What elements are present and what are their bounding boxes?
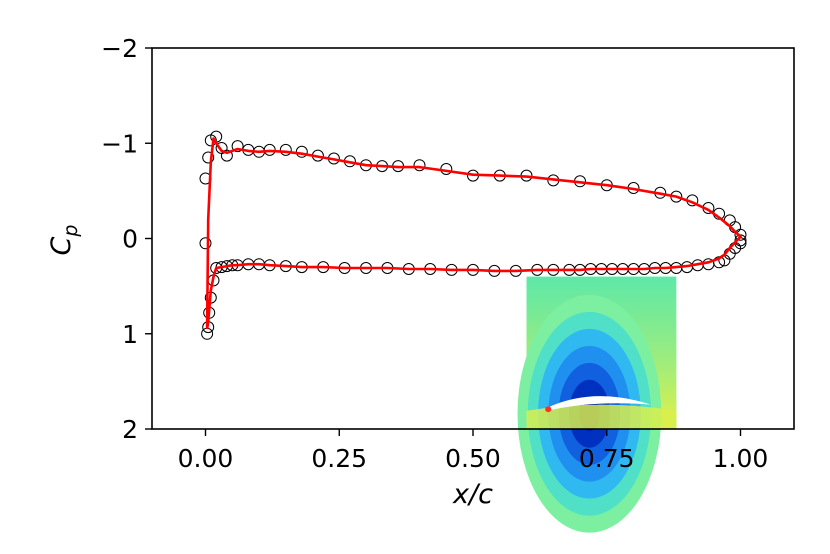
x-tick-label: 1.00	[713, 444, 769, 473]
x-tick-label: 0.00	[178, 444, 234, 473]
x-tick-label: 0.50	[445, 444, 501, 473]
y-tick-label: 1	[122, 320, 138, 349]
y-tick-label: 2	[122, 415, 138, 444]
plot-frame	[151, 47, 795, 430]
y-tick-label: −2	[101, 34, 138, 63]
y-tick-label: 0	[122, 225, 138, 254]
reference-marker	[231, 140, 244, 153]
axis-ticks: 0.00 0.25 0.50 0.75 1.00 −2 −1 0 1 2	[101, 34, 768, 473]
inset-stagnation-point	[545, 406, 552, 413]
reference-marker	[201, 327, 214, 340]
reference-marker	[220, 149, 233, 162]
reference-marker	[734, 228, 747, 241]
y-tick-label: −1	[101, 129, 138, 158]
reference-marker	[202, 151, 215, 164]
reference-marker	[440, 163, 453, 175]
x-tick-label: 0.75	[579, 444, 635, 473]
x-axis-label: x/c	[452, 479, 493, 510]
reference-marker	[279, 143, 292, 156]
series-layer	[199, 130, 747, 340]
prediction-line	[205, 137, 742, 330]
y-axis-label-sub: p	[60, 225, 82, 238]
flow-field-inset	[517, 276, 677, 533]
inset-lower-field	[526, 404, 677, 429]
reference-marker	[413, 159, 426, 172]
inset-airfoil	[547, 396, 651, 411]
y-axis-label-base: C	[46, 236, 77, 255]
reference-marker	[263, 143, 276, 156]
y-axis-label: Cp	[46, 225, 82, 256]
reference-marker	[199, 237, 212, 250]
x-tick-label: 0.25	[311, 444, 367, 473]
